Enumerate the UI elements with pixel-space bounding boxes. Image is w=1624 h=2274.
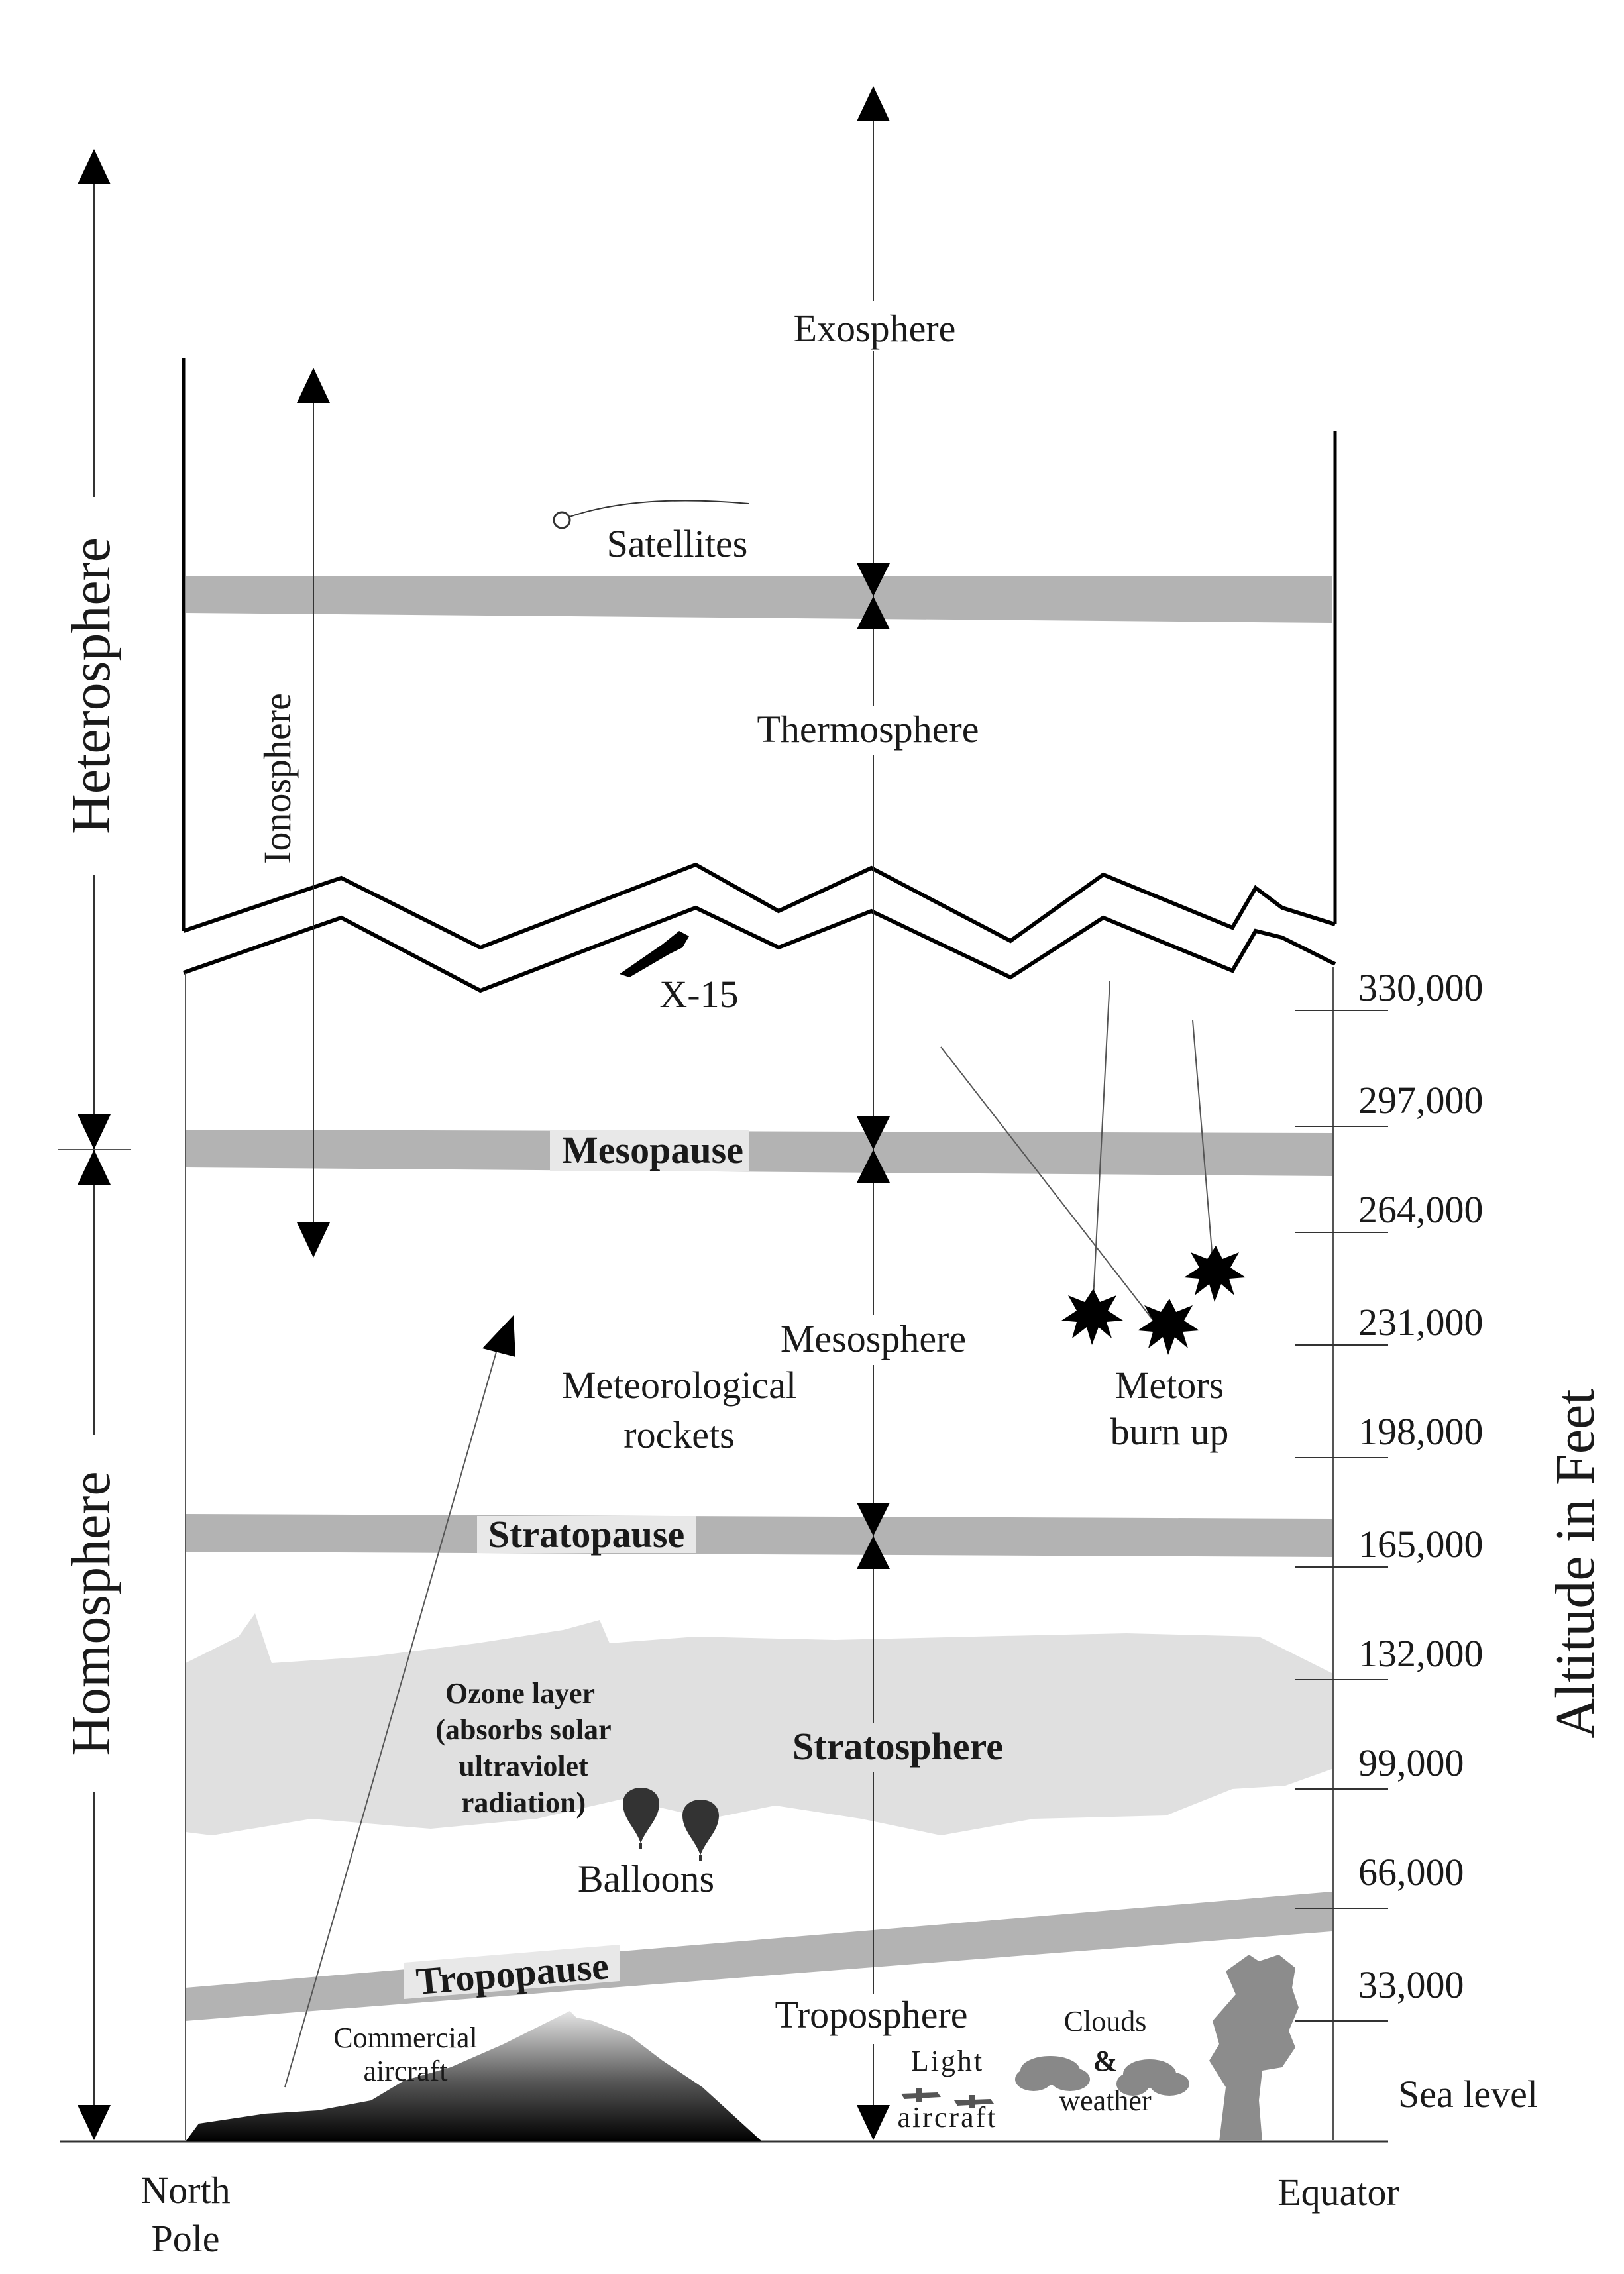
- meso-up-arrow: [857, 1150, 890, 1183]
- altitude-tick-lines: [1295, 1010, 1388, 2022]
- mesopause-band: [186, 1130, 1332, 1176]
- equator-label: Equator: [1277, 2171, 1399, 2214]
- troposphere-label: Troposphere: [775, 1993, 967, 2036]
- exosphere-label: Exosphere: [794, 307, 956, 350]
- mountain-icon: [186, 2011, 762, 2141]
- altitude-tick-label: 231,000: [1358, 1301, 1484, 1344]
- homosphere-up-arrow: [78, 1150, 111, 1185]
- rockets-label-line1: Meteorological: [562, 1364, 796, 1407]
- rockets-label-line2: rockets: [623, 1413, 735, 1456]
- altitude-tick-label: 132,000: [1358, 1632, 1484, 1675]
- tropopause-band: [186, 1892, 1332, 2021]
- stratosphere-label: Stratosphere: [792, 1725, 1003, 1768]
- meso-down-arrow: [857, 1116, 890, 1150]
- homosphere-down-arrow: [78, 2105, 111, 2140]
- homosphere-label: Homosphere: [60, 1471, 122, 1755]
- ozone-label-line2: (absorbs solar: [435, 1713, 611, 1746]
- ozone-label-line4: radiation): [461, 1786, 586, 1819]
- meteor-burst-icon: [1138, 1299, 1199, 1355]
- thermosphere-label: Thermosphere: [757, 708, 979, 751]
- altitude-tick-label: 99,000: [1358, 1741, 1464, 1784]
- meteor-burst-icon: [1061, 1289, 1123, 1345]
- tropopause-label: Tropopause: [415, 1944, 611, 2003]
- stratopause-label-bg: [477, 1516, 696, 1553]
- strato-up-arrow: [857, 1536, 890, 1569]
- balloon-icon: [623, 1788, 659, 1849]
- altitude-tick-label: 330,000: [1358, 966, 1484, 1009]
- balloons-label: Balloons: [578, 1857, 714, 1900]
- altitude-tick-label: 198,000: [1358, 1410, 1484, 1453]
- ozone-label-line3: ultraviolet: [459, 1750, 588, 1782]
- altitude-axis-title: Altitude in Feet: [1544, 1389, 1606, 1738]
- meteor-burst-icon: [1184, 1246, 1246, 1302]
- altitude-tick-label: 33,000: [1358, 1963, 1464, 2006]
- stratopause-label: Stratopause: [488, 1513, 684, 1556]
- ionosphere-label: Ionosphere: [256, 693, 299, 864]
- altitude-tick-label: 264,000: [1358, 1188, 1484, 1231]
- altitude-tick-label: 297,000: [1358, 1079, 1484, 1122]
- mesopause-label: Mesopause: [562, 1128, 743, 1171]
- light-aircraft-icon: [954, 2095, 994, 2108]
- tree-icon: [1209, 1955, 1299, 2141]
- meteors-label-line1: Metors: [1115, 1364, 1224, 1407]
- tropopause-label-bg: [404, 1945, 620, 1999]
- commercial-aircraft-label-line1: Commercial: [333, 2022, 478, 2054]
- ionosphere-up-arrow: [297, 368, 330, 403]
- rocket-arrow-icon: [482, 1315, 515, 1357]
- meteors-label-line2: burn up: [1110, 1410, 1229, 1453]
- thermopause-band: [186, 576, 1332, 623]
- light-aircraft-label-line1: Light: [911, 2045, 984, 2077]
- clouds-label-line3: weather: [1059, 2084, 1152, 2117]
- meteor-trail-3: [1192, 1020, 1213, 1260]
- clouds-label-line1: Clouds: [1064, 2005, 1147, 2037]
- north-pole-label-line2: Pole: [151, 2217, 219, 2260]
- stratopause-band: [186, 1514, 1332, 1557]
- clouds-label-line2: &: [1093, 2045, 1118, 2077]
- meteor-trail-2: [1093, 980, 1110, 1299]
- light-aircraft-icon: [901, 2088, 941, 2102]
- heterosphere-up-arrow: [78, 149, 111, 184]
- thermo-up-arrow: [857, 596, 890, 629]
- heterosphere-down-arrow: [78, 1114, 111, 1150]
- altitude-tick-label: 165,000: [1358, 1523, 1484, 1566]
- break-line-lower: [183, 905, 1336, 993]
- north-pole-label-line1: North: [140, 2169, 230, 2212]
- satellite-icon: [553, 511, 571, 529]
- cloud-icon: [1015, 2056, 1090, 2091]
- commercial-aircraft-label-line2: aircraft: [364, 2055, 448, 2087]
- rocket-trajectory: [284, 1344, 499, 2088]
- heterosphere-label: Heterosphere: [60, 537, 122, 834]
- ionosphere-down-arrow: [297, 1222, 330, 1258]
- satellites-label: Satellites: [607, 522, 748, 565]
- satellite-orbit: [569, 500, 749, 517]
- tropo-down-arrow: [857, 2105, 890, 2140]
- break-line-upper: [183, 862, 1336, 950]
- strato-down-arrow: [857, 1503, 890, 1536]
- altitude-tick-label: 66,000: [1358, 1851, 1464, 1894]
- sea-level-label: Sea level: [1398, 2073, 1538, 2116]
- cloud-icon: [1116, 2059, 1189, 2096]
- exosphere-up-arrow: [857, 86, 890, 121]
- thermo-down-arrow: [857, 563, 890, 596]
- mesopause-label-bg: [550, 1130, 749, 1171]
- light-aircraft-label-line2: aircraft: [898, 2101, 998, 2134]
- balloon-icon: [682, 1800, 719, 1861]
- mesosphere-label: Mesosphere: [781, 1317, 966, 1360]
- ozone-label-line1: Ozone layer: [445, 1677, 595, 1709]
- meteor-trail-1: [940, 1046, 1160, 1329]
- x15-icon: [620, 931, 689, 977]
- x15-label: X-15: [659, 973, 738, 1016]
- ozone-layer: [186, 1613, 1332, 1835]
